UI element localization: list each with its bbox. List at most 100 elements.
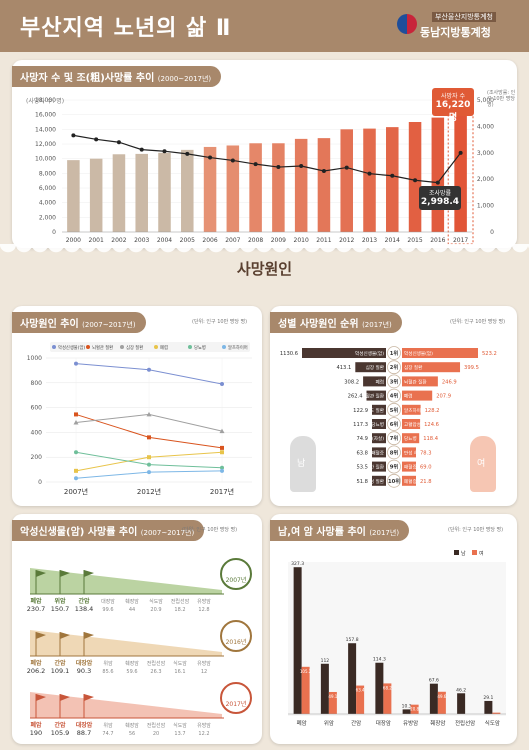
unit-label: (단위: 인구 10만 명당 명) [182, 527, 238, 533]
male-cause-label: 고의적 자해(자살) [349, 435, 384, 442]
male-cause-label: 고혈압성 질환 [357, 478, 385, 485]
male-bar [366, 390, 386, 401]
cancer-label: 위암 [103, 660, 113, 667]
x-tick-label: 2015 [407, 237, 422, 244]
x-tick-label: 2008 [248, 237, 263, 244]
rank-badge [387, 459, 401, 474]
timeline-wedge [30, 568, 222, 594]
panel-title: 사망자 수 및 조(粗)사망률 추이 (2000~2017년) [12, 66, 222, 87]
cancer-value: 18.2 [174, 607, 185, 613]
cancer-label: 식도암 [149, 598, 163, 605]
male-bar [320, 663, 329, 714]
female-value-label: 63.4 [356, 688, 365, 693]
female-bar [402, 390, 433, 401]
rank-badge [387, 445, 401, 460]
female-bar [402, 447, 416, 458]
female-bar [402, 348, 478, 358]
male-value-label: 413.1 [336, 365, 351, 371]
legend-marker [454, 550, 459, 555]
cancer-label: 유방암 [197, 722, 211, 729]
cancer-label: 대장암 [101, 598, 115, 605]
rank-badge [387, 417, 401, 431]
male-value-label: 114.3 [373, 657, 386, 663]
cancer-label: 췌장암 [125, 660, 139, 667]
legend-box [50, 342, 250, 352]
rank-label: 2위 [390, 363, 399, 371]
y-tick-label: 14,000 [35, 126, 56, 133]
x-tick-label: 유방암 [403, 719, 418, 727]
bar-deaths [135, 153, 148, 232]
flag-icon [60, 570, 70, 577]
rank-badge [387, 374, 401, 389]
female-value-label: 399.5 [464, 365, 479, 371]
y2-tick-label: 2,000 [477, 176, 494, 183]
rank-badge [387, 360, 401, 375]
cancer-value: 85.6 [102, 669, 113, 675]
female-value-label: 21.8 [420, 479, 432, 485]
x-tick-label: 2001 [89, 237, 104, 244]
cancer-label: 전립선암 [147, 722, 166, 729]
legend-marker [188, 345, 192, 349]
flag-icon [60, 632, 70, 639]
y-tick-label: 600 [31, 405, 43, 412]
x-tick-label: 2016 [430, 237, 445, 244]
rate-point [458, 150, 463, 155]
rank-label: 10위 [388, 477, 400, 485]
female-bar [437, 691, 446, 714]
cancer-value: 74.7 [102, 731, 113, 737]
cancer-value: 105.9 [51, 729, 70, 737]
bar-deaths [226, 145, 240, 232]
x-tick-label: 식도암 [485, 719, 500, 727]
bar-deaths [67, 160, 80, 232]
cancer-label: 대장암 [76, 659, 93, 667]
y-tick-label: 2,000 [39, 214, 56, 221]
female-bar [383, 683, 392, 714]
series-point [220, 445, 224, 450]
x-tick-label: 2003 [134, 237, 149, 244]
cancer-label: 위암 [54, 597, 66, 605]
rate-callout: 조사망률 2,998.4 [419, 186, 461, 210]
bar-deaths [386, 127, 399, 232]
rate-point [253, 162, 258, 167]
male-cause-label: 간 질환 [370, 464, 385, 471]
cancer-label: 전립선암 [147, 660, 166, 667]
rank-label: 7위 [390, 434, 399, 442]
cancer-value: 12.2 [198, 731, 209, 737]
cancer-label: 유방암 [197, 660, 211, 667]
rate-point [71, 133, 76, 138]
rate-point [162, 149, 167, 154]
legend-label: 당뇨병 [194, 344, 206, 351]
series-point [220, 468, 224, 473]
series-point [220, 450, 224, 455]
y-tick-label: 800 [31, 380, 43, 387]
flag-icon [60, 694, 70, 701]
male-value-label: 10.3 [402, 703, 412, 709]
bar-deaths [112, 154, 126, 232]
female-value-label: 49.1 [328, 694, 337, 699]
year-label: 2007년 [226, 576, 247, 584]
male-cause-label: 심장 질환 [366, 364, 385, 371]
legend-label: 여 [479, 550, 484, 557]
series-point [219, 428, 225, 434]
cancer-value: 206.2 [27, 667, 46, 675]
male-value-label: 327.3 [291, 561, 304, 567]
series-point [74, 476, 78, 481]
rank-label: 3위 [390, 377, 399, 385]
flag-icon [84, 632, 94, 639]
rate-point [390, 173, 395, 178]
bar-deaths [89, 158, 103, 232]
cancer-value: 13.7 [174, 731, 185, 737]
rank-badge [387, 388, 401, 403]
x-tick-label: 2014 [385, 237, 400, 244]
decorative-wave [0, 244, 529, 260]
cancer-value: 59.6 [126, 669, 137, 675]
flag-icon [36, 632, 46, 639]
cancer-label: 간암 [54, 659, 66, 667]
cause-trend-chart: 악성신생물(암) 뇌혈관 질환 심장 질환 폐렴 당뇨병 알츠하이머 0 200 400 600 8… [27, 342, 252, 496]
bar-deaths [203, 146, 217, 232]
male-value-label: 262.4 [348, 394, 364, 400]
panel-deaths-trend: 사망자 수 및 조(粗)사망률 추이 (2000~2017년) 0 2,000 4,… [12, 60, 517, 248]
x-tick-label: 2011 [316, 237, 331, 244]
female-cause-label: 뇌혈관 질환 [404, 378, 427, 385]
female-label: 여 [477, 459, 486, 469]
